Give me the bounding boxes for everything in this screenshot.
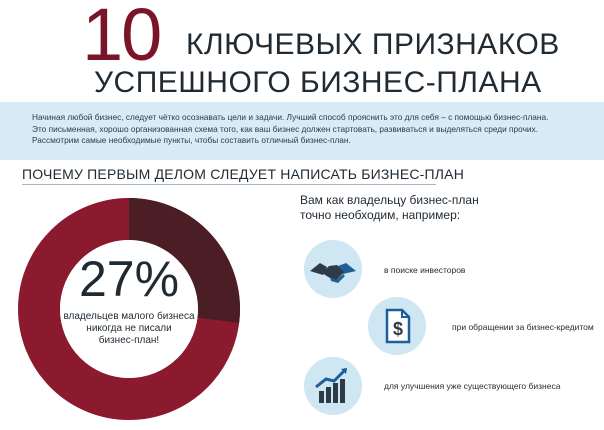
- right-intro-line-1: Вам как владельцу бизнес-план: [300, 193, 479, 207]
- growth-chart-bubble: [304, 357, 362, 415]
- intro-line-1: Начиная любой бизнес, следует чётко осоз…: [32, 112, 549, 122]
- title-line-2: УСПЕШНОГО БИЗНЕС-ПЛАНА: [94, 66, 542, 99]
- right-intro-line-2: точно необходим, например:: [300, 208, 461, 222]
- section-divider: [22, 184, 436, 185]
- header: 10 КЛЮЧЕВЫХ ПРИЗНАКОВ УСПЕШНОГО БИЗНЕС-П…: [0, 0, 604, 102]
- item-label-improve: для улучшения уже существующего бизнеса: [384, 381, 561, 391]
- stat-line-3: бизнес-план!: [98, 335, 160, 346]
- donut-segment-27: [18, 198, 240, 420]
- donut-chart: [18, 198, 240, 420]
- item-label-credit: при обращении за бизнес-кредитом: [452, 322, 594, 332]
- title-line-1: КЛЮЧЕВЫХ ПРИЗНАКОВ: [186, 28, 560, 61]
- intro-line-2: Это письменная, хорошо организованная сх…: [32, 123, 539, 134]
- dollar-document-icon: $: [385, 308, 411, 344]
- stat-value: 27%: [78, 251, 180, 307]
- donut-center: [60, 240, 198, 378]
- handshake-bubble: [304, 240, 362, 298]
- stat-line-1: владельцев малого бизнеса: [63, 311, 195, 322]
- section-title: ПОЧЕМУ ПЕРВЫМ ДЕЛОМ СЛЕДУЕТ НАПИСАТЬ БИЗ…: [22, 166, 465, 182]
- title-number: 10: [82, 0, 162, 76]
- stat-line-2: никогда не писали: [86, 323, 172, 334]
- svg-text:$: $: [393, 319, 403, 339]
- handshake-icon: [310, 263, 356, 283]
- right-intro: Вам как владельцу бизнес-план точно необ…: [300, 193, 560, 223]
- growth-chart-icon: [315, 367, 348, 403]
- intro-text: Начиная любой бизнес, следует чётко осоз…: [32, 112, 592, 147]
- item-label-investors: в поиске инвесторов: [384, 265, 466, 275]
- dollar-document-bubble: $: [368, 297, 426, 355]
- intro-band: Начиная любой бизнес, следует чётко осоз…: [0, 102, 604, 160]
- intro-line-3: Рассмотрим самые необходимые пункты, что…: [32, 135, 351, 145]
